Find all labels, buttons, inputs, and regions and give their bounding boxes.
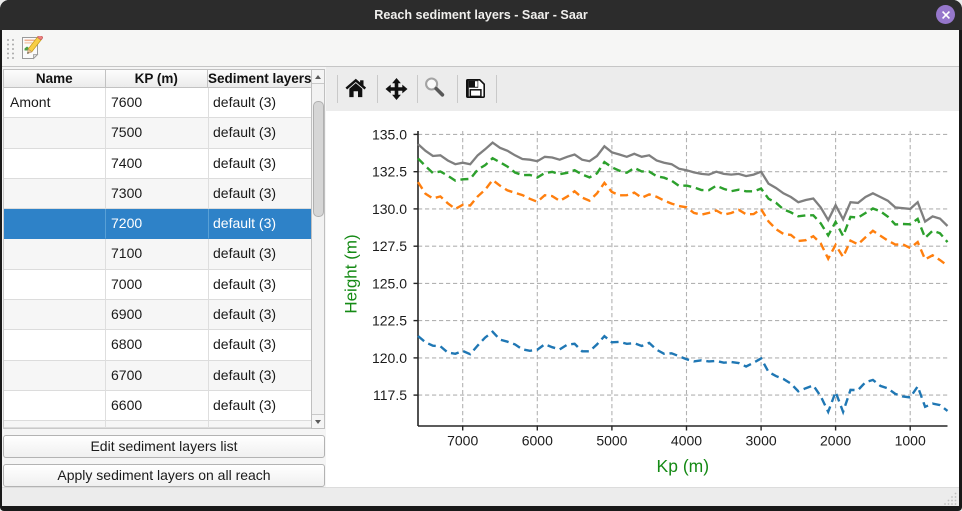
svg-text:5000: 5000 [596, 433, 627, 449]
svg-text:7000: 7000 [447, 433, 478, 449]
svg-text:6000: 6000 [522, 433, 553, 449]
svg-text:125.0: 125.0 [372, 275, 407, 291]
svg-text:122.5: 122.5 [372, 313, 407, 329]
svg-text:135.0: 135.0 [372, 126, 407, 142]
svg-text:130.0: 130.0 [372, 201, 407, 217]
svg-text:117.5: 117.5 [373, 387, 407, 403]
svg-text:4000: 4000 [671, 433, 702, 449]
svg-text:Kp (m): Kp (m) [657, 456, 710, 476]
svg-text:Height (m): Height (m) [342, 234, 361, 313]
svg-text:127.5: 127.5 [372, 238, 407, 254]
svg-text:1000: 1000 [895, 433, 926, 449]
svg-text:132.5: 132.5 [372, 164, 407, 180]
svg-text:2000: 2000 [820, 433, 851, 449]
svg-text:3000: 3000 [746, 433, 777, 449]
svg-text:120.0: 120.0 [372, 350, 407, 366]
